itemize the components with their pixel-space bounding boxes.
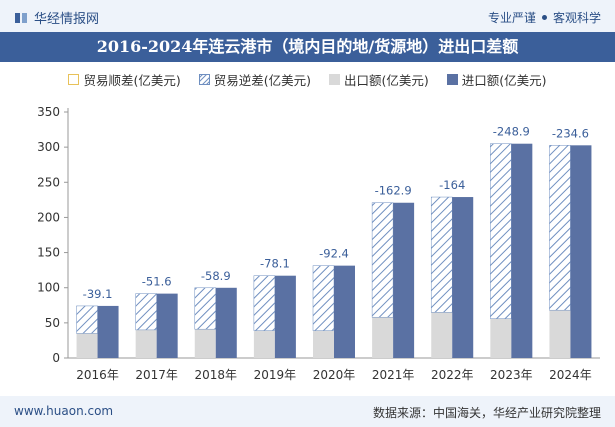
data-label: -164 bbox=[439, 178, 465, 192]
import-bar bbox=[511, 143, 533, 358]
tagline: 专业严谨 客观科学 bbox=[488, 9, 601, 26]
legend-swatch-imports bbox=[446, 74, 458, 85]
x-tick-label: 2018年 bbox=[195, 368, 238, 382]
deficit-bar bbox=[135, 293, 157, 331]
x-tick-label: 2017年 bbox=[135, 368, 178, 382]
chart-title: 2016-2024年连云港市（境内目的地/货源地）进出口差额 bbox=[0, 32, 615, 62]
legend-swatch-exports bbox=[329, 74, 340, 85]
import-bar bbox=[570, 145, 592, 358]
x-tick-label: 2019年 bbox=[254, 368, 297, 382]
tagline-left: 专业严谨 bbox=[487, 11, 536, 25]
legend-label-imports: 进口额(亿美元) bbox=[461, 73, 547, 88]
data-label: -162.9 bbox=[375, 184, 412, 198]
deficit-bar bbox=[371, 202, 394, 318]
deficit-bar bbox=[76, 305, 98, 334]
data-label: -51.6 bbox=[142, 275, 172, 289]
data-label: -248.9 bbox=[493, 125, 530, 139]
legend-item-surplus: 贸易顺差(亿美元) bbox=[68, 70, 181, 89]
legend-label-surplus: 贸易顺差(亿美元) bbox=[83, 73, 181, 88]
export-bar bbox=[431, 312, 453, 358]
brand-name: 华经情报网 bbox=[34, 12, 100, 27]
x-tick-label: 2016年 bbox=[76, 368, 119, 382]
data-label: -39.1 bbox=[83, 287, 113, 301]
export-bar bbox=[135, 329, 157, 358]
import-bar bbox=[156, 293, 178, 358]
export-bar bbox=[76, 333, 98, 358]
y-tick-label: 350 bbox=[37, 105, 60, 119]
y-tick-label: 250 bbox=[37, 175, 60, 189]
deficit-bar bbox=[430, 196, 453, 313]
chart-legend: 贸易顺差(亿美元) 贸易逆差(亿美元) 出口额(亿美元) 进口额(亿美元) bbox=[0, 70, 615, 89]
footer-source: 数据来源：中国海关，华经产业研究院整理 bbox=[372, 406, 601, 420]
legend-item-deficit: 贸易逆差(亿美元) bbox=[198, 70, 311, 89]
legend-label-deficit: 贸易逆差(亿美元) bbox=[213, 73, 311, 88]
y-tick-label: 50 bbox=[45, 316, 60, 330]
footer: www.huaon.com 数据来源：中国海关，华经产业研究院整理 bbox=[0, 396, 615, 427]
import-bar bbox=[97, 305, 119, 358]
import-bar bbox=[452, 197, 474, 358]
data-label: -78.1 bbox=[260, 257, 290, 271]
export-bar bbox=[549, 310, 571, 358]
brand[interactable]: 华经情报网 bbox=[14, 8, 99, 27]
export-bar bbox=[490, 318, 512, 358]
x-tick-label: 2022年 bbox=[431, 368, 474, 382]
x-tick-label: 2020年 bbox=[313, 368, 356, 382]
data-label: -58.9 bbox=[201, 269, 231, 283]
deficit-bar bbox=[253, 275, 276, 331]
footer-url[interactable]: www.huaon.com bbox=[14, 404, 114, 418]
x-tick-label: 2021年 bbox=[372, 368, 415, 382]
data-label: -92.4 bbox=[319, 247, 349, 261]
export-bar bbox=[372, 317, 394, 358]
legend-item-imports: 进口额(亿美元) bbox=[446, 70, 547, 89]
export-bar bbox=[313, 330, 334, 358]
dot-icon bbox=[541, 15, 547, 20]
deficit-bar bbox=[312, 265, 335, 331]
deficit-bar bbox=[549, 145, 571, 311]
import-bar bbox=[393, 202, 415, 358]
legend-label-exports: 出口额(亿美元) bbox=[344, 73, 429, 88]
x-tick-label: 2024年 bbox=[549, 368, 592, 382]
import-bar bbox=[334, 265, 355, 358]
legend-item-exports: 出口额(亿美元) bbox=[329, 70, 429, 89]
x-tick-label: 2023年 bbox=[490, 368, 533, 382]
import-bar bbox=[274, 275, 296, 358]
legend-swatch-surplus bbox=[68, 74, 80, 85]
tagline-right: 客观科学 bbox=[552, 11, 601, 25]
import-bar bbox=[215, 287, 237, 358]
deficit-bar bbox=[490, 143, 512, 319]
deficit-bar bbox=[194, 287, 217, 330]
y-tick-label: 150 bbox=[37, 246, 60, 260]
export-bar bbox=[194, 329, 216, 358]
legend-swatch-deficit bbox=[198, 74, 210, 85]
y-tick-label: 100 bbox=[37, 281, 60, 295]
y-tick-label: 200 bbox=[37, 210, 60, 224]
data-label: -234.6 bbox=[552, 126, 589, 140]
y-tick-label: 0 bbox=[52, 351, 60, 365]
y-tick-label: 300 bbox=[37, 140, 60, 154]
export-bar bbox=[253, 330, 275, 358]
top-bar: 华经情报网 专业严谨 客观科学 bbox=[0, 0, 615, 32]
brand-logo-icon bbox=[15, 12, 27, 23]
